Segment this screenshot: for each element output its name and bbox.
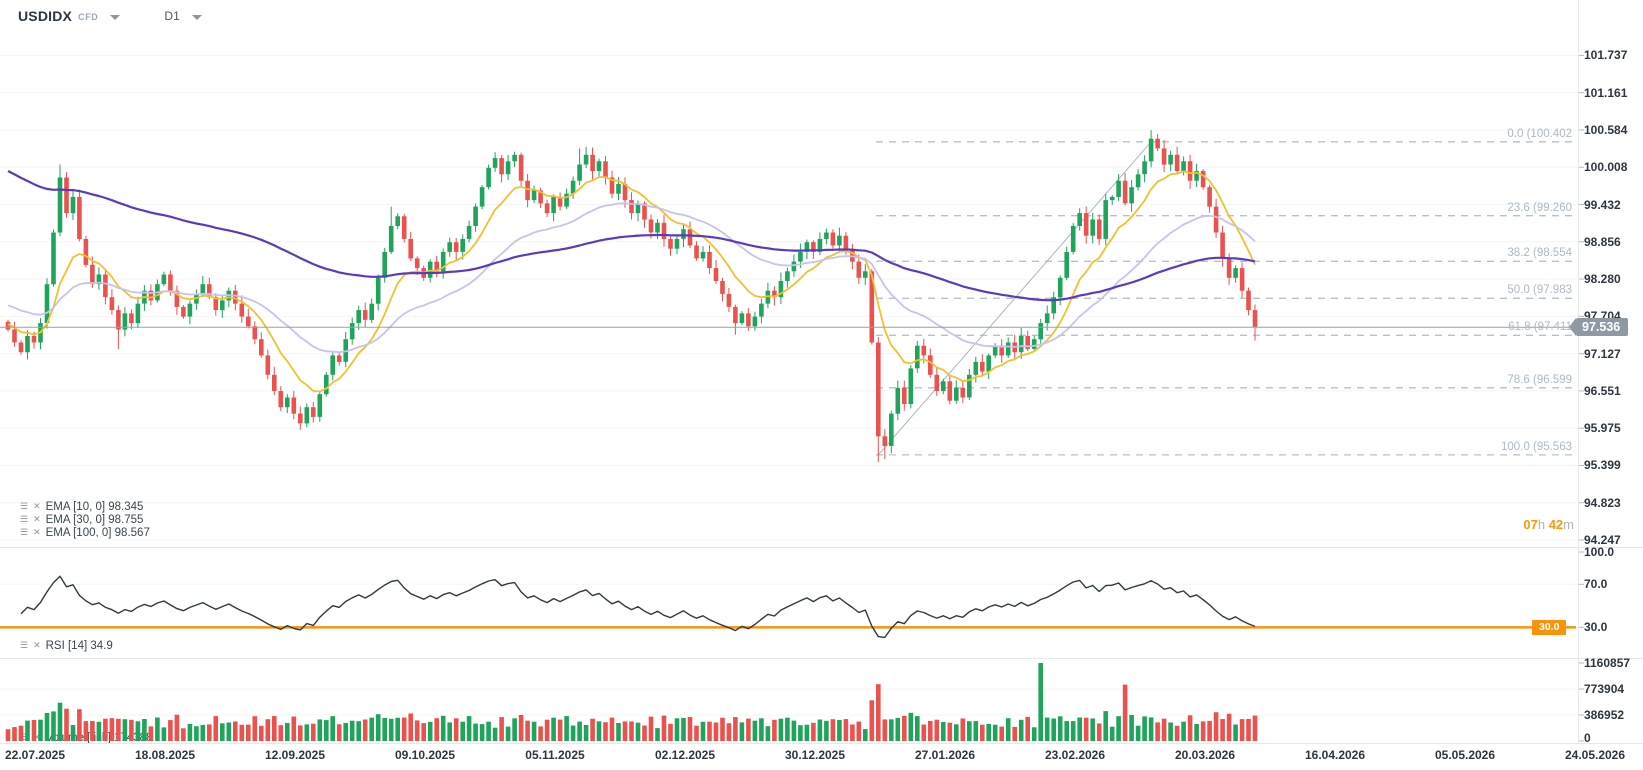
candles (5, 130, 1258, 463)
symbol-bar: USDIDX CFD D1 (18, 8, 206, 24)
volume-axis-label: 386952 (1584, 708, 1625, 722)
price-axis-label: 95.399 (1584, 458, 1621, 473)
price-axis-label: 100.008 (1584, 160, 1628, 175)
ema-10-line (7, 170, 1256, 393)
date-axis-label: 27.01.2026 (914, 748, 976, 762)
rsi-oversold-badge: 30.0 (1532, 620, 1567, 635)
date-axis-label: 02.12.2025 (654, 748, 716, 762)
date-axis-label: 18.08.2025 (134, 748, 196, 762)
fib-level-label: 0.0 (100.402 (1507, 127, 1572, 140)
rsi-legend-row: ☰ ✕ RSI [14] 34.9 (20, 639, 113, 652)
ema-legend-label: EMA [100, 0] 98.567 (45, 526, 150, 539)
ema-legend-label: EMA [30, 0] 98.755 (45, 513, 144, 526)
indicator-settings-icon[interactable]: ☰ (20, 514, 29, 524)
indicator-settings-icon[interactable]: ☰ (20, 501, 29, 511)
rsi-legend-label: RSI [14] 34.9 (45, 639, 113, 652)
volume-bars (5, 663, 1258, 741)
indicator-remove-icon[interactable]: ✕ (33, 640, 41, 650)
symbol-dropdown-caret-icon[interactable] (110, 15, 121, 20)
market-type-label: CFD (78, 12, 99, 22)
price-axis[interactable]: 101.737 101.161 100.584 100.008 99.432 98.856… (1578, 0, 1643, 745)
ema-100-line (7, 170, 1256, 302)
price-axis-label: 94.247 (1584, 533, 1621, 547)
volume-axis-label: 0 (1584, 731, 1591, 745)
rsi-line (20, 575, 1256, 639)
countdown-minutes-unit: m (1563, 517, 1574, 532)
date-axis-label: 05.05.2026 (1434, 748, 1496, 762)
timeframe-selector[interactable]: D1 (164, 9, 180, 23)
fib-level-label: 50.0 (97.983 (1507, 284, 1572, 297)
date-axis-label: 16.04.2026 (1304, 748, 1366, 762)
volume-axis-label: 1160857 (1584, 656, 1631, 670)
date-axis-label: 09.10.2025 (394, 748, 456, 762)
volume-axis-label: 773904 (1584, 682, 1625, 696)
rsi-axis-label: 70.0 (1584, 577, 1608, 592)
candle-countdown-timer: 07h 42m (1523, 517, 1574, 532)
fib-level-label: 61.8 (97.411 (1508, 321, 1572, 334)
symbol-name[interactable]: USDIDX (18, 8, 73, 24)
fib-retracement-lines (876, 141, 1576, 456)
ema-legend-row: ☰ ✕ EMA [100, 0] 98.567 (20, 526, 150, 539)
price-axis-label: 98.280 (1584, 272, 1621, 287)
ema-legend-label: EMA [10, 0] 98.345 (45, 500, 144, 513)
ema-legend-row: ☰ ✕ EMA [10, 0] 98.345 (20, 500, 143, 513)
time-axis[interactable]: 22.07.2025 18.08.2025 12.09.2025 09.10.2025… (0, 743, 1643, 770)
indicator-remove-icon[interactable]: ✕ (33, 527, 41, 537)
fib-level-label: 23.6 (99.260 (1507, 201, 1572, 214)
timeframe-dropdown-caret-icon[interactable] (191, 15, 202, 20)
ema-30-line (7, 202, 1256, 354)
countdown-hours: 07 (1523, 517, 1538, 532)
current-price-badge: 97.536 (1568, 318, 1629, 336)
price-axis-label: 94.823 (1584, 495, 1621, 510)
price-axis-label: 101.737 (1584, 48, 1628, 63)
ema-legend-row: ☰ ✕ EMA [30, 0] 98.755 (20, 513, 143, 526)
rsi-axis-label: 100.0 (1584, 545, 1615, 559)
countdown-minutes: 42 (1548, 517, 1564, 532)
date-axis-label: 12.09.2025 (264, 748, 326, 762)
date-axis-label: 23.02.2026 (1044, 748, 1106, 762)
date-axis-label: 24.05.2026 (1564, 748, 1626, 762)
price-axis-label: 95.975 (1584, 421, 1621, 436)
price-axis-label: 100.584 (1584, 122, 1628, 137)
indicator-remove-icon[interactable]: ✕ (33, 732, 41, 742)
date-axis-label: 22.07.2025 (4, 748, 66, 762)
date-axis-label: 05.11.2025 (525, 748, 585, 762)
date-axis-label: 20.03.2026 (1174, 748, 1236, 762)
price-axis-label: 97.127 (1584, 346, 1621, 361)
date-axis-label: 30.12.2025 (784, 748, 846, 762)
rsi-axis-label: 30.0 (1584, 620, 1608, 635)
indicator-settings-icon[interactable]: ☰ (20, 732, 29, 742)
fib-level-label: 100.0 (95.563 (1501, 440, 1572, 453)
price-axis-label: 99.432 (1584, 197, 1621, 212)
indicator-remove-icon[interactable]: ✕ (33, 514, 41, 524)
fib-level-label: 78.6 (96.599 (1507, 373, 1572, 386)
price-axis-label: 96.551 (1584, 383, 1621, 398)
price-axis-label: 98.856 (1584, 234, 1621, 249)
indicator-remove-icon[interactable]: ✕ (33, 501, 41, 511)
fib-level-label: 38.2 (98.554 (1507, 247, 1572, 260)
indicator-settings-icon[interactable]: ☰ (20, 640, 29, 650)
price-axis-label: 101.161 (1584, 85, 1628, 100)
indicator-settings-icon[interactable]: ☰ (20, 527, 29, 537)
countdown-hours-unit: h (1537, 517, 1546, 532)
